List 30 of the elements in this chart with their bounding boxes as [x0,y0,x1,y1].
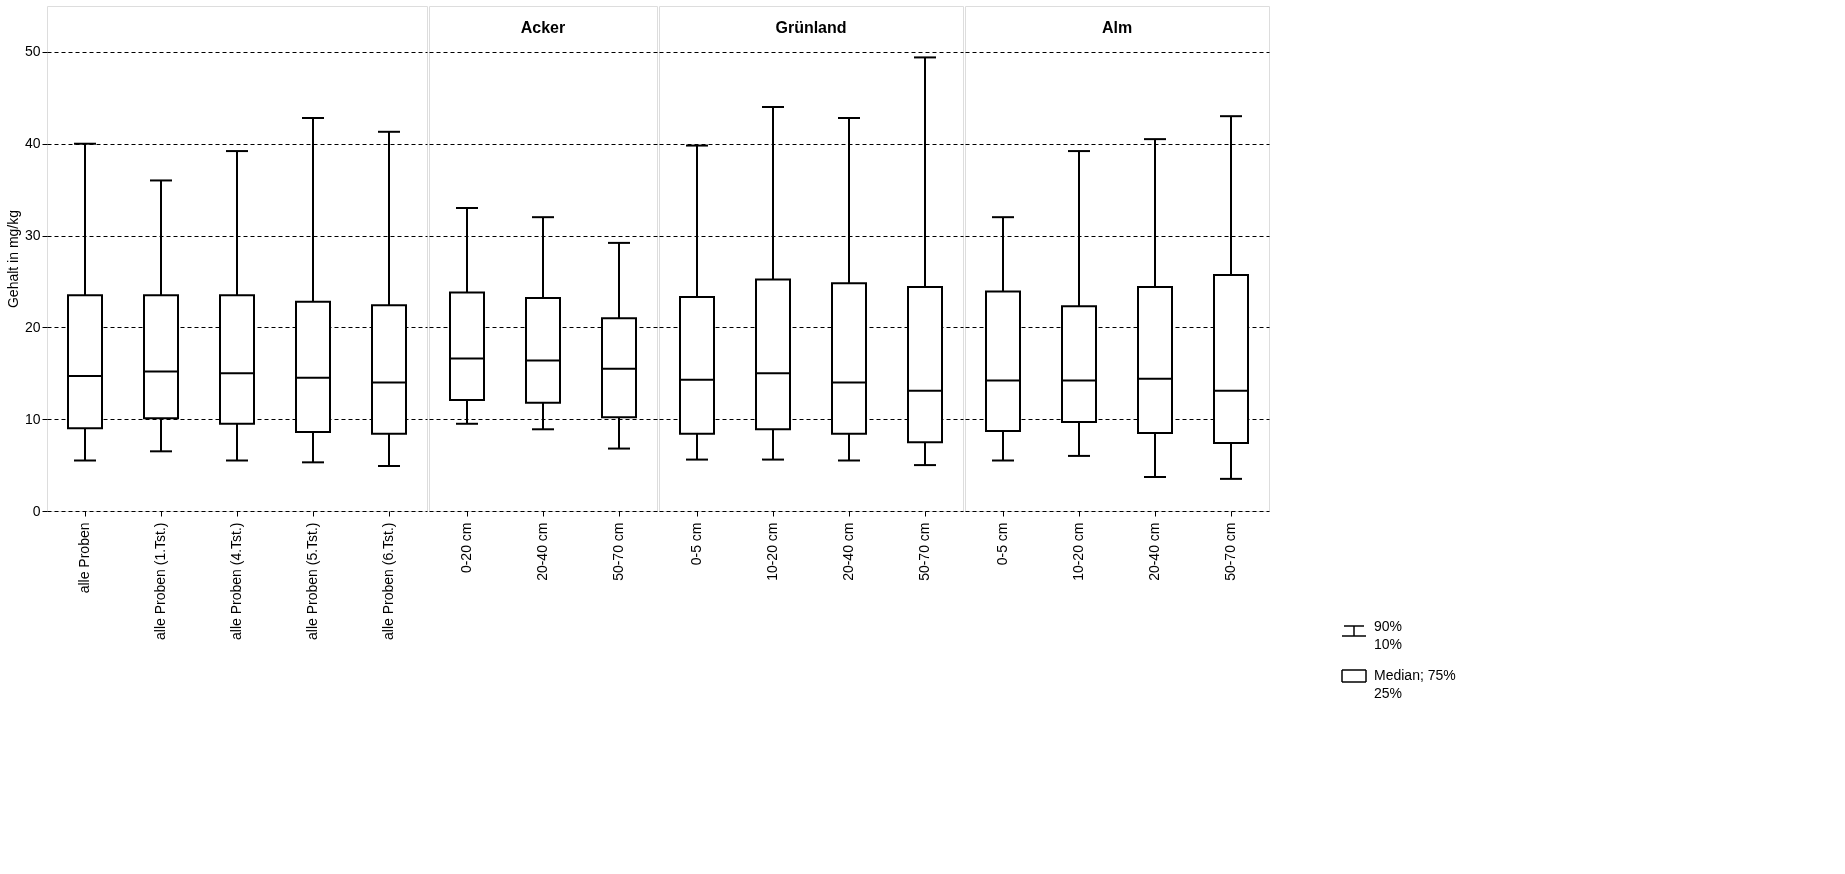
x-tick-label: alle Proben (6.Tst.) [380,522,396,640]
x-tick-label: 50-70 cm [610,522,626,581]
text: Median; 75% [1374,667,1456,683]
x-tick-label: 0-5 cm [994,522,1010,566]
x-tick-label: 50-70 cm [1222,522,1238,581]
y-tick-label: 50 [24,43,41,60]
x-tick-label: 10-20 cm [764,522,780,581]
y-axis-title: Gehalt in mg/kg [4,209,21,309]
y-tick-label: 40 [24,135,41,152]
text: Grünland [775,19,847,36]
x-tick-label: 0-5 cm [688,522,704,566]
x-tick-label: alle Proben (5.Tst.) [304,522,320,640]
text: 10% [1374,636,1403,652]
x-tick-label: 20-40 cm [534,522,550,581]
x-tick-label: 20-40 cm [840,522,856,581]
x-tick-label: 10-20 cm [1070,522,1086,581]
x-tick-label: alle Proben (4.Tst.) [228,522,244,640]
x-tick-label: 20-40 cm [1146,522,1162,581]
y-tick-label: 10 [24,410,41,427]
y-tick-label: 0 [32,502,41,519]
text: Acker [520,19,566,36]
y-tick-label: 30 [24,227,41,244]
text: 25% [1374,685,1403,701]
y-tick-label: 20 [24,318,41,335]
x-tick-label: alle Proben [76,522,92,594]
text: 90% [1374,618,1403,634]
x-tick-label: 0-20 cm [458,522,474,574]
x-tick-label: 50-70 cm [916,522,932,581]
text: Alm [1101,19,1133,36]
x-tick-label: alle Proben (1.Tst.) [152,522,168,640]
